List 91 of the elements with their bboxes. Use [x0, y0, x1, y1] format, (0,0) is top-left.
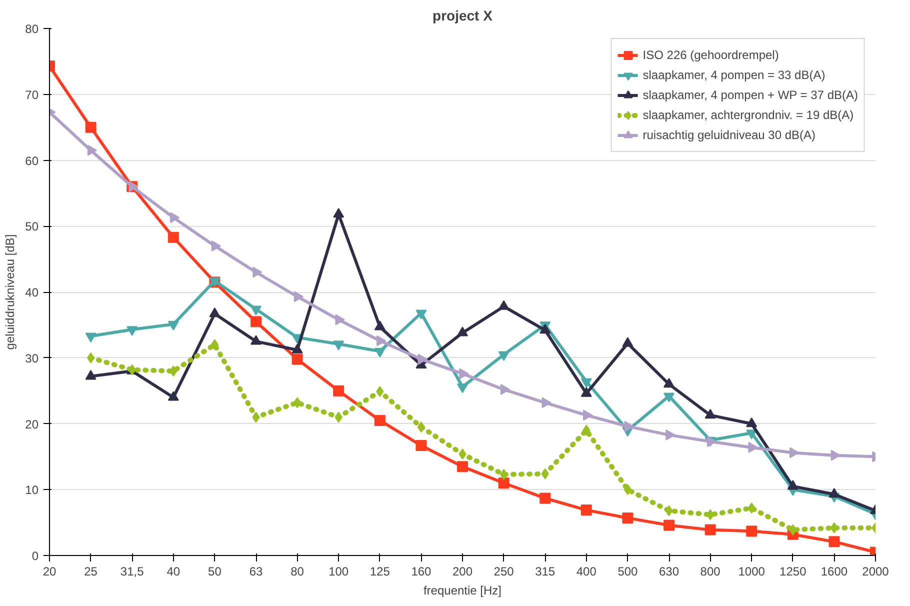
point	[664, 392, 674, 402]
y-tick-label: 70	[25, 88, 39, 102]
y-tick-label: 60	[25, 154, 39, 168]
x-tick-label: 2000	[862, 564, 890, 578]
x-tick-label: 80	[290, 564, 304, 578]
point	[418, 354, 428, 365]
point	[333, 385, 344, 396]
x-tick-label: 63	[249, 564, 263, 578]
point	[252, 266, 262, 278]
point	[374, 414, 386, 426]
chart-title: project X	[432, 8, 494, 24]
x-tick-label: 1000	[738, 564, 766, 578]
point	[374, 348, 386, 358]
point	[457, 383, 468, 394]
x-tick-label: 200	[452, 564, 473, 578]
point	[292, 354, 303, 365]
legend-label: slaapkamer, achtergrondniv. = 19 dB(A)	[642, 108, 854, 122]
x-tick-label: 100	[328, 564, 349, 578]
x-tick-label: 1600	[820, 564, 848, 578]
x-tick-label: 31,5	[120, 564, 144, 578]
x-tick-label: 800	[700, 564, 721, 578]
point	[250, 306, 262, 316]
point	[168, 232, 179, 243]
point	[622, 512, 634, 524]
point	[250, 316, 262, 328]
y-axis-title: geluiddrukniveau [dB]	[3, 234, 18, 350]
x-tick-label: 500	[618, 564, 638, 578]
y-tick-label: 40	[25, 286, 39, 300]
y-tick-label: 0	[32, 549, 39, 563]
point	[580, 378, 592, 388]
point	[787, 480, 798, 490]
point	[542, 397, 552, 408]
x-tick-label: 400	[576, 564, 597, 578]
point	[498, 478, 510, 489]
point	[293, 397, 302, 408]
point	[790, 447, 800, 458]
legend-label: ISO 226 (gehoordrempel)	[642, 48, 779, 62]
point	[85, 122, 96, 133]
point	[580, 504, 592, 516]
x-tick-label: 160	[411, 564, 432, 578]
point	[830, 522, 838, 534]
x-tick-label: 50	[208, 564, 222, 578]
point	[294, 291, 304, 302]
point	[335, 314, 345, 326]
point	[706, 509, 714, 520]
point	[168, 320, 179, 331]
y-tick-label: 20	[25, 417, 39, 432]
y-tick-label: 50	[25, 220, 39, 234]
x-tick-label: 1250	[780, 564, 807, 578]
point	[416, 440, 427, 451]
point	[210, 339, 219, 350]
point	[87, 144, 98, 156]
x-tick-label: 250	[494, 564, 514, 578]
point	[540, 492, 551, 504]
point	[170, 212, 180, 224]
point	[211, 240, 221, 252]
legend-label: ruisachtig geluidniveau 30 dB(A)	[642, 128, 816, 142]
point	[828, 536, 840, 548]
legend-label: slaapkamer, 4 pompen + WP = 37 dB(A)	[642, 88, 858, 102]
x-axis-title: frequentie [Hz]	[423, 584, 502, 598]
x-tick-label: 20	[42, 564, 56, 578]
point	[624, 420, 634, 432]
point	[500, 384, 510, 395]
legend-label: slaapkamer, 4 pompen = 33 dB(A)	[642, 68, 826, 82]
x-tick-label: 25	[84, 564, 98, 578]
point	[86, 352, 95, 364]
point	[333, 340, 344, 350]
point	[666, 429, 676, 440]
point	[126, 326, 138, 336]
point	[376, 335, 386, 346]
point	[704, 524, 716, 536]
point	[459, 368, 469, 380]
point	[746, 526, 758, 537]
x-tick-label: 315	[535, 564, 556, 578]
x-tick-label: 40	[166, 564, 180, 578]
point	[457, 461, 468, 472]
y-tick-label: 30	[25, 351, 39, 366]
point	[746, 430, 758, 440]
y-tick-label: 80	[25, 22, 39, 36]
x-tick-label: 125	[370, 564, 390, 578]
point	[583, 410, 593, 421]
point	[416, 310, 427, 320]
point	[748, 442, 758, 453]
point	[500, 468, 508, 480]
point	[664, 520, 674, 531]
x-tick-label: 630	[658, 564, 680, 578]
point	[498, 351, 510, 361]
point	[417, 422, 426, 433]
point	[624, 484, 632, 496]
y-tick-label: 10	[25, 483, 39, 498]
point	[85, 332, 96, 342]
